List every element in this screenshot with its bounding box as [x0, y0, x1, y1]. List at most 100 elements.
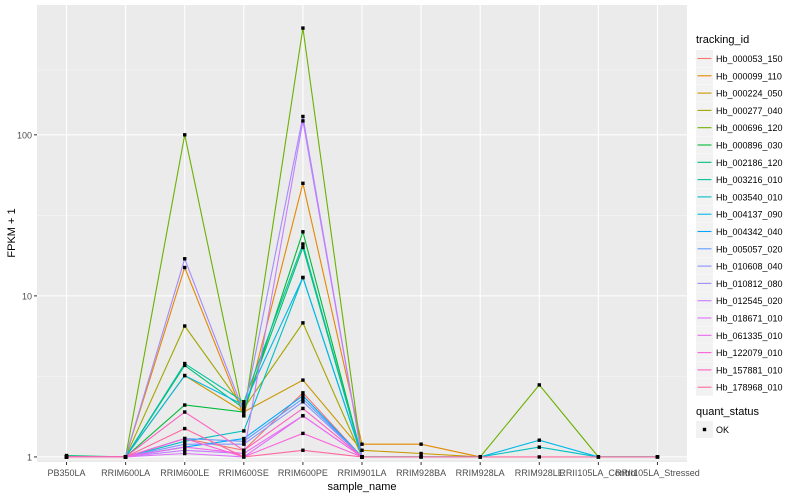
x-axis: PB350LA RRIM600LA RRIM600LE RRIM600SE RRIM60…: [48, 462, 700, 478]
data-point: [478, 455, 482, 459]
legend-item: Hb_178968_010: [696, 378, 783, 396]
legend-label: OK: [716, 425, 729, 435]
data-point: [419, 455, 423, 459]
legend-item: Hb_000896_030: [696, 136, 783, 154]
data-point: [301, 242, 305, 246]
shape-legend-items: OK: [696, 421, 729, 438]
data-point: [301, 391, 305, 395]
x-tick-label: RRIM600LA: [101, 468, 150, 478]
x-tick-label: RRIM901LA: [337, 468, 386, 478]
data-point: [242, 400, 246, 404]
legend-label: Hb_003216_010: [716, 175, 783, 185]
data-point: [183, 448, 187, 452]
data-point: [360, 448, 364, 452]
grid-lines: [37, 5, 687, 462]
legend-label: Hb_010608_040: [716, 262, 783, 272]
legend-item: Hb_000224_050: [696, 84, 783, 102]
legend-label: Hb_000224_050: [716, 89, 783, 99]
x-tick-label: RRIM600LE: [160, 468, 209, 478]
data-point: [301, 321, 305, 325]
data-point: [183, 324, 187, 328]
data-point: [242, 439, 246, 444]
data-point: [419, 451, 423, 456]
x-tick-label: RRIM600PE: [278, 468, 328, 478]
data-point: [183, 442, 187, 446]
data-point: [301, 114, 305, 119]
data-point: [301, 400, 305, 404]
data-point: [301, 448, 305, 452]
data-point: [183, 133, 187, 137]
data-point: [183, 436, 187, 441]
data-point: [301, 378, 305, 382]
legend-item: Hb_010608_040: [696, 257, 783, 275]
data-point: [596, 455, 601, 459]
x-tick-label: RRIM928BA: [396, 468, 446, 478]
data-point: [301, 393, 305, 398]
y-tick-label: 1: [27, 452, 32, 462]
legend-item: Hb_002186_120: [696, 153, 783, 171]
data-point: [301, 431, 305, 436]
data-point: [183, 451, 187, 456]
data-point: [301, 245, 305, 250]
legend-label: Hb_000277_040: [716, 106, 783, 116]
data-point: [419, 442, 423, 446]
legend-label: Hb_012545_020: [716, 296, 783, 306]
data-point: [537, 383, 541, 387]
data-point: [242, 442, 246, 446]
data-point: [301, 26, 305, 30]
legend-label: Hb_000053_150: [716, 54, 783, 64]
data-point: [301, 119, 305, 123]
legend-item: Hb_004137_090: [696, 205, 783, 223]
legend-label: Hb_003540_010: [716, 192, 783, 202]
x-tick-label: RRII105LA_Stressed: [615, 468, 700, 478]
data-point: [655, 455, 660, 459]
legend-item: Hb_005057_020: [696, 240, 783, 258]
legend: tracking_id Hb_000053_150 Hb_000099_110 Hb…: [696, 34, 783, 438]
data-point: [183, 363, 187, 368]
data-point: [242, 448, 246, 452]
data-point: [242, 406, 246, 411]
legend-label: Hb_000696_120: [716, 123, 783, 133]
legend-title: tracking_id: [696, 34, 749, 46]
legend-label: Hb_122079_010: [716, 348, 783, 358]
legend-item: Hb_061335_010: [696, 326, 783, 344]
y-axis: 1 10 100: [17, 130, 37, 462]
shape-legend-title: quant_status: [696, 406, 759, 418]
legend-label: Hb_004342_040: [716, 227, 783, 237]
legend-label: Hb_018671_010: [716, 314, 783, 324]
data-point: [242, 455, 246, 459]
data-points: [64, 26, 660, 459]
legend-item: Hb_012545_020: [696, 292, 783, 310]
legend-item: Hb_004342_040: [696, 223, 783, 240]
data-point: [183, 426, 187, 431]
legend-label: Hb_004137_090: [716, 210, 783, 220]
x-tick-label: RRIM928LE: [515, 468, 564, 478]
data-point: [183, 403, 187, 407]
data-point: [301, 230, 305, 234]
data-point: [183, 257, 187, 261]
data-point: [360, 455, 364, 459]
data-point: [537, 455, 541, 459]
legend-label: Hb_178968_010: [716, 383, 783, 393]
legend-point-key: [702, 427, 707, 432]
legend-item: Hb_000277_040: [696, 101, 783, 119]
legend-item: Hb_122079_010: [696, 344, 783, 362]
data-point: [301, 414, 305, 418]
legend-label: Hb_157881_010: [716, 365, 783, 375]
legend-label: Hb_000099_110: [716, 71, 782, 81]
data-point: [301, 181, 305, 186]
legend-label: Hb_000896_030: [716, 141, 783, 151]
data-point: [242, 414, 246, 418]
data-point: [183, 361, 187, 366]
data-point: [537, 438, 541, 442]
data-point: [242, 451, 246, 456]
y-tick-label: 100: [17, 130, 32, 140]
legend-item: Hb_003216_010: [696, 171, 783, 189]
legend-item: Hb_000696_120: [696, 119, 783, 137]
x-tick-label: PB350LA: [48, 468, 86, 478]
legend-item: Hb_000099_110: [696, 67, 782, 85]
legend-item: Hb_003540_010: [696, 188, 783, 206]
legend-item: Hb_018671_010: [696, 309, 783, 327]
x-tick-label: RRIM600SE: [219, 468, 269, 478]
